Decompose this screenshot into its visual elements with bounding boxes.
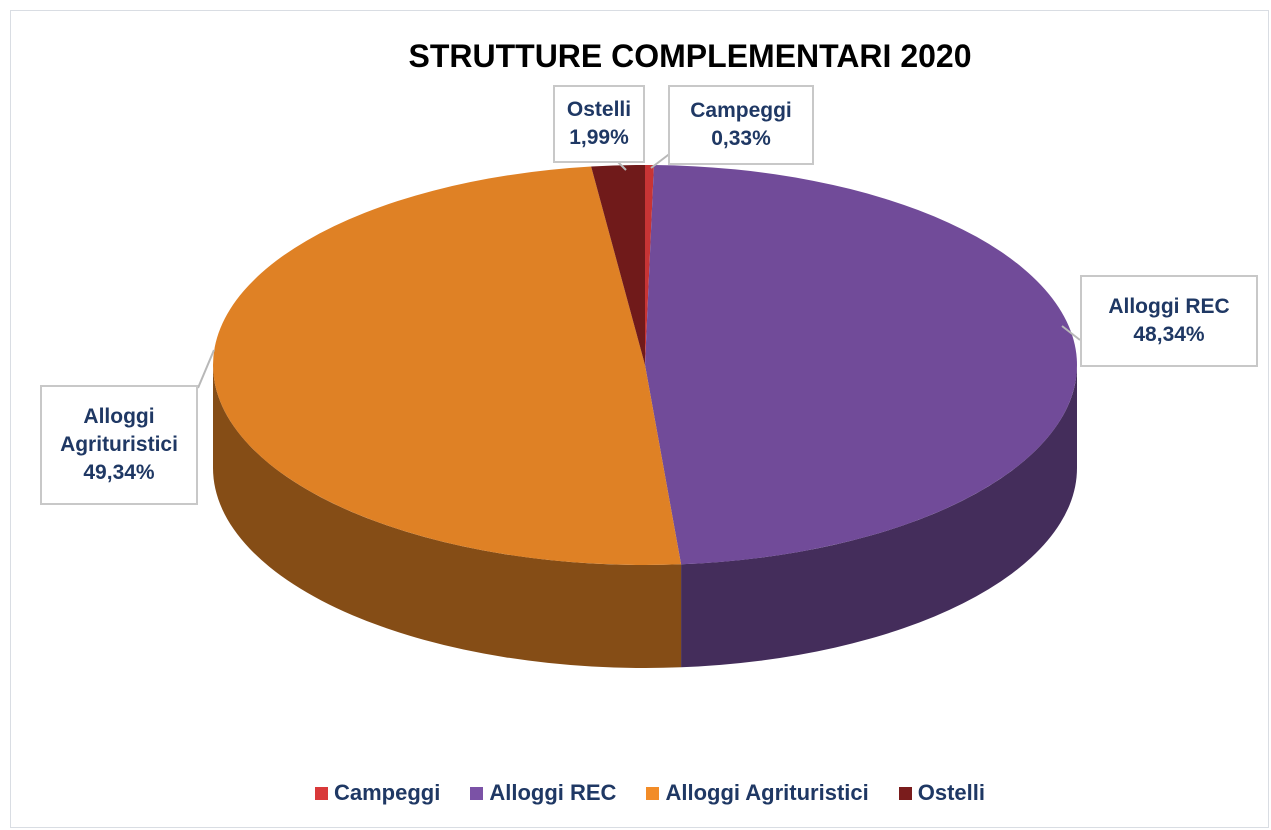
legend-label: Ostelli	[917, 780, 985, 805]
label-value: 0,33%	[711, 127, 771, 150]
legend-swatch	[898, 786, 912, 800]
slice-side	[681, 365, 1077, 668]
data-label: Ostelli 1,99%	[553, 85, 645, 163]
legend-swatch	[470, 786, 484, 800]
slice	[213, 166, 682, 565]
leader-line	[1061, 325, 1081, 341]
label-value: 48,34%	[1133, 323, 1205, 346]
label-category: Alloggi REC	[1108, 295, 1230, 318]
legend-item: Ostelli	[898, 780, 985, 806]
leader-line	[617, 161, 627, 171]
legend: Campeggi Alloggi REC Alloggi Agrituristici…	[0, 780, 1271, 806]
slice	[645, 165, 654, 365]
leader-line	[197, 349, 215, 389]
legend-swatch	[646, 786, 660, 800]
legend-swatch	[314, 786, 328, 800]
label-category: Alloggi Agrituristici	[60, 405, 178, 456]
data-label: Alloggi REC 48,34%	[1080, 275, 1258, 367]
frame	[10, 10, 1269, 828]
legend-label: Alloggi REC	[489, 780, 617, 805]
slice-side	[213, 365, 682, 668]
slice	[591, 165, 645, 365]
label-category: Campeggi	[690, 99, 792, 122]
slice	[645, 165, 1078, 565]
legend-label: Campeggi	[333, 780, 441, 805]
legend-item: Campeggi	[314, 780, 441, 806]
legend-item: Alloggi REC	[470, 780, 616, 806]
label-value: 49,34%	[83, 461, 155, 484]
data-label: Alloggi Agrituristici 49,34%	[40, 385, 198, 505]
legend-item: Alloggi Agrituristici	[646, 780, 869, 806]
label-value: 1,99%	[569, 126, 629, 149]
chart-title: STRUTTURE COMPLEMENTARI 2020	[408, 38, 972, 74]
legend-label: Alloggi Agrituristici	[665, 780, 869, 805]
label-category: Ostelli	[566, 98, 632, 121]
data-label: Campeggi 0,33%	[668, 85, 814, 165]
